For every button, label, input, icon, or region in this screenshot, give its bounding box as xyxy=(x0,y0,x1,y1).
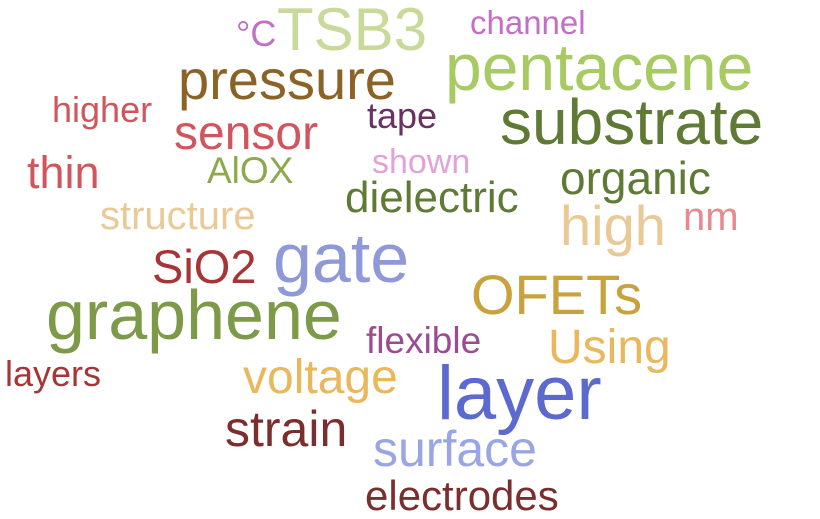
word-ofets: OFETs xyxy=(471,263,643,326)
word-high: high xyxy=(560,194,666,257)
word-flexible: flexible xyxy=(366,320,482,361)
word-sensor: sensor xyxy=(174,107,319,160)
word-channel: channel xyxy=(470,4,586,41)
word-graphene: graphene xyxy=(46,276,342,354)
word-celsius: °C xyxy=(236,13,277,54)
word-alox: AlOX xyxy=(207,150,294,191)
word-sio2: SiO2 xyxy=(152,240,257,293)
word-structure: structure xyxy=(100,194,256,238)
word-substrate: substrate xyxy=(500,86,764,158)
word-shown: shown xyxy=(372,143,471,181)
word-strain: strain xyxy=(225,401,348,457)
word-tsb3: TSB3 xyxy=(277,0,428,63)
word-thin: thin xyxy=(27,147,100,198)
word-tape: tape xyxy=(367,95,438,136)
word-voltage: voltage xyxy=(243,351,398,404)
word-gate: gate xyxy=(273,219,410,297)
word-layer: layer xyxy=(437,351,602,436)
word-using: Using xyxy=(548,321,671,374)
word-pentacene: pentacene xyxy=(445,30,754,104)
word-electrodes: electrodes xyxy=(365,472,559,519)
word-layers: layers xyxy=(5,353,102,394)
word-higher: higher xyxy=(52,89,153,130)
word-dielectric: dielectric xyxy=(345,173,519,222)
word-pressure: pressure xyxy=(178,48,396,111)
word-surface: surface xyxy=(373,421,537,477)
word-organic: organic xyxy=(560,152,711,204)
word-nm: nm xyxy=(683,195,739,239)
